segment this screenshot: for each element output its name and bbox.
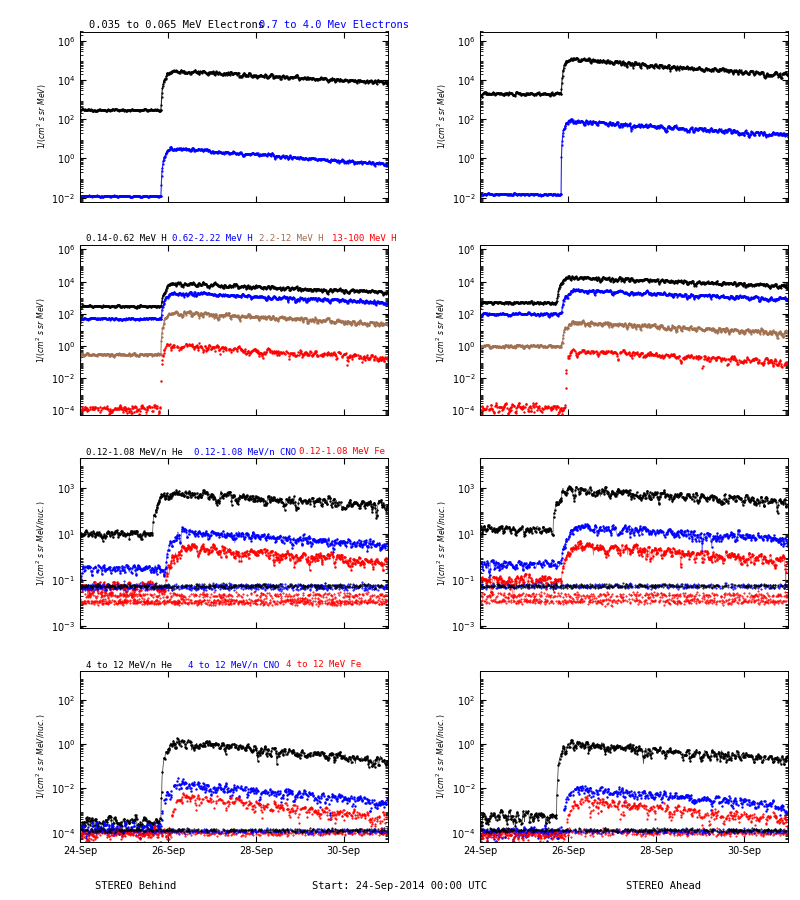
Text: 0.035 to 0.065 MeV Electrons: 0.035 to 0.065 MeV Electrons [90, 20, 264, 30]
Text: 0.12-1.08 MeV/n CNO: 0.12-1.08 MeV/n CNO [194, 447, 296, 456]
Text: 0.12-1.08 MeV/n He: 0.12-1.08 MeV/n He [86, 447, 183, 456]
Text: 0.7 to 4.0 Mev Electrons: 0.7 to 4.0 Mev Electrons [258, 20, 409, 30]
Text: 13-100 MeV H: 13-100 MeV H [333, 234, 397, 243]
Y-axis label: $1/(cm^2\ s\ sr\ MeV)$: $1/(cm^2\ s\ sr\ MeV)$ [34, 297, 48, 363]
Text: STEREO Ahead: STEREO Ahead [626, 881, 702, 891]
Text: 4 to 12 MeV/n CNO: 4 to 12 MeV/n CNO [188, 661, 279, 670]
Y-axis label: $1/(cm^2\ s\ sr\ MeV/nuc.)$: $1/(cm^2\ s\ sr\ MeV/nuc.)$ [435, 500, 449, 586]
Text: Start: 24-Sep-2014 00:00 UTC: Start: 24-Sep-2014 00:00 UTC [313, 881, 487, 891]
Y-axis label: $1/(cm^2\ s\ sr\ MeV/nuc.)$: $1/(cm^2\ s\ sr\ MeV/nuc.)$ [435, 714, 448, 799]
Y-axis label: $1/(cm^2\ s\ sr\ MeV)$: $1/(cm^2\ s\ sr\ MeV)$ [435, 84, 449, 149]
Text: 2.2-12 MeV H: 2.2-12 MeV H [258, 234, 323, 243]
Text: 4 to 12 MeV/n He: 4 to 12 MeV/n He [86, 661, 172, 670]
Text: 0.12-1.08 MeV Fe: 0.12-1.08 MeV Fe [298, 447, 385, 456]
Text: 4 to 12 MeV Fe: 4 to 12 MeV Fe [286, 661, 362, 670]
Y-axis label: $1/(cm^2\ s\ sr\ MeV/nuc.)$: $1/(cm^2\ s\ sr\ MeV/nuc.)$ [34, 714, 48, 799]
Text: 0.14-0.62 MeV H: 0.14-0.62 MeV H [86, 234, 166, 243]
Y-axis label: $1/(cm^2\ s\ sr\ MeV)$: $1/(cm^2\ s\ sr\ MeV)$ [35, 84, 49, 149]
Y-axis label: $1/(cm^2\ s\ sr\ MeV)$: $1/(cm^2\ s\ sr\ MeV)$ [435, 297, 448, 363]
Text: 0.62-2.22 MeV H: 0.62-2.22 MeV H [172, 234, 253, 243]
Text: STEREO Behind: STEREO Behind [95, 881, 177, 891]
Y-axis label: $1/(cm^2\ s\ sr\ MeV/nuc.)$: $1/(cm^2\ s\ sr\ MeV/nuc.)$ [35, 500, 48, 586]
